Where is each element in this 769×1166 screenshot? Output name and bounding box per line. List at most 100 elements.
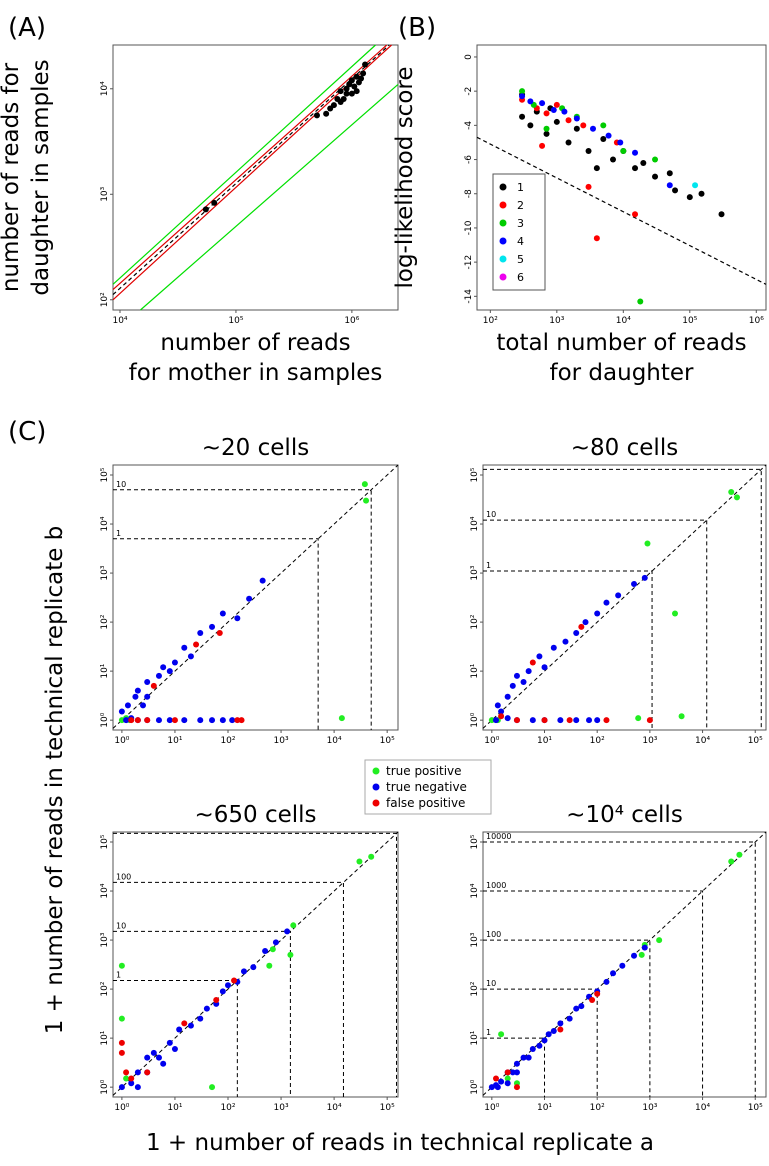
point [593,165,600,172]
point [733,494,740,501]
point [287,951,294,958]
x-tick-label: 10⁰ [114,1103,129,1113]
y-tick-label: 10³ [100,565,110,580]
y-tick-label: 10³ [100,186,110,201]
point [343,90,350,97]
x-tick-label: 10⁶ [344,316,359,326]
point [539,142,546,149]
point [160,664,167,671]
point [176,1026,183,1033]
point [202,206,209,213]
point [557,1026,564,1033]
point [585,183,592,190]
point [513,1060,520,1067]
point [348,90,355,97]
threshold-label: 100 [116,872,131,881]
point [600,136,607,143]
point [144,1069,151,1076]
point [262,947,269,954]
legend-marker [499,219,507,227]
point [573,1005,580,1012]
point [150,1049,157,1056]
threshold-label: 100 [486,930,501,939]
threshold-line [113,489,372,730]
threshold-line [483,570,653,730]
x-tick-label: 10² [220,736,235,746]
point [224,982,231,989]
point [128,1075,135,1082]
point [553,118,560,125]
point [666,182,673,189]
legend-label: 2 [517,199,524,212]
x-tick-label: 10¹ [537,736,552,746]
y-tick-label: 10² [100,614,110,629]
point [360,70,367,77]
y-tick-label: 10² [470,614,480,629]
threshold-label: 1 [116,529,121,538]
point [557,717,564,724]
x-tick-label: 10⁴ [327,1103,342,1113]
point [492,1075,499,1082]
point [337,88,344,95]
point [368,853,375,860]
point [513,717,520,724]
legend: 1 2 3 4 5 6 [492,173,546,291]
y-tick-label: -12 [464,255,474,270]
point [504,1075,511,1082]
point [238,717,245,724]
point [529,717,536,724]
y-tick-label: 10⁴ [470,516,480,531]
legend-marker [499,255,507,263]
point [586,717,593,724]
x-tick-label: 10¹ [167,1103,182,1113]
point [550,644,557,651]
point [656,937,663,944]
point [213,996,220,1003]
point [343,85,350,92]
point [640,159,647,166]
point [290,922,297,929]
threshold-line [483,841,756,1097]
point [678,713,685,720]
x-tick-label: 10² [590,1103,605,1113]
point [492,717,499,724]
point [620,148,627,154]
reference-line [112,44,390,296]
point [573,717,580,724]
point [632,211,639,218]
threshold-line [113,930,291,1097]
threshold-line [483,468,762,730]
point [603,599,610,606]
chart-title: ~80 cells [571,435,678,461]
point [637,298,644,305]
point [132,693,139,700]
point [209,1084,216,1091]
legend-box [364,759,492,815]
point [545,1031,552,1038]
legend: true positive true negative false positive [364,759,492,815]
point [187,653,194,660]
legend-label: 4 [517,235,524,248]
point [666,170,673,177]
legend-label: false positive [386,796,465,810]
chart-title: ~650 cells [194,802,316,828]
point [211,199,218,206]
y-tick-label: 10³ [470,565,480,580]
legend-label: 1 [517,181,524,194]
y-tick-label: 10¹ [470,663,480,678]
point [519,113,526,120]
point [351,83,358,90]
reference-line [140,83,399,311]
point [504,715,511,722]
point [123,717,130,724]
point [610,970,617,977]
point [234,717,241,724]
legend-marker [499,183,507,191]
x-tick-label: 10⁰ [484,1103,499,1113]
point [529,1046,536,1053]
point [284,928,291,935]
x-tick-label: 10⁶ [749,316,764,326]
point [229,717,236,724]
legend-label: 5 [517,253,524,266]
x-tick-label: 10⁰ [484,736,499,746]
